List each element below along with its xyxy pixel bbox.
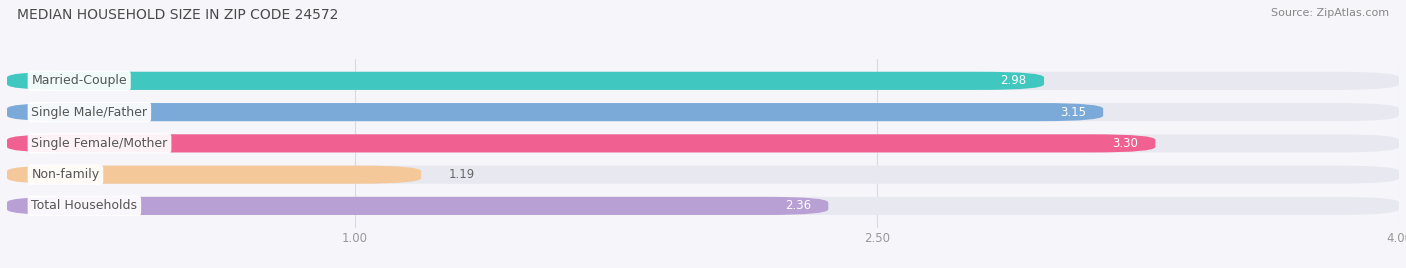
Text: 2.98: 2.98: [1001, 74, 1026, 87]
Text: MEDIAN HOUSEHOLD SIZE IN ZIP CODE 24572: MEDIAN HOUSEHOLD SIZE IN ZIP CODE 24572: [17, 8, 339, 22]
FancyBboxPatch shape: [7, 166, 1399, 184]
Text: 3.30: 3.30: [1112, 137, 1137, 150]
FancyBboxPatch shape: [7, 103, 1399, 121]
Text: Single Female/Mother: Single Female/Mother: [31, 137, 167, 150]
Text: 2.36: 2.36: [785, 199, 811, 213]
FancyBboxPatch shape: [7, 72, 1045, 90]
Text: Single Male/Father: Single Male/Father: [31, 106, 148, 119]
FancyBboxPatch shape: [7, 166, 422, 184]
FancyBboxPatch shape: [7, 103, 1104, 121]
FancyBboxPatch shape: [7, 72, 1399, 90]
Text: Married-Couple: Married-Couple: [31, 74, 127, 87]
Text: Non-family: Non-family: [31, 168, 100, 181]
Text: 1.19: 1.19: [449, 168, 475, 181]
FancyBboxPatch shape: [7, 134, 1399, 152]
Text: Source: ZipAtlas.com: Source: ZipAtlas.com: [1271, 8, 1389, 18]
FancyBboxPatch shape: [7, 197, 1399, 215]
Text: 3.15: 3.15: [1060, 106, 1085, 119]
FancyBboxPatch shape: [7, 134, 1156, 152]
FancyBboxPatch shape: [7, 197, 828, 215]
Text: Total Households: Total Households: [31, 199, 138, 213]
